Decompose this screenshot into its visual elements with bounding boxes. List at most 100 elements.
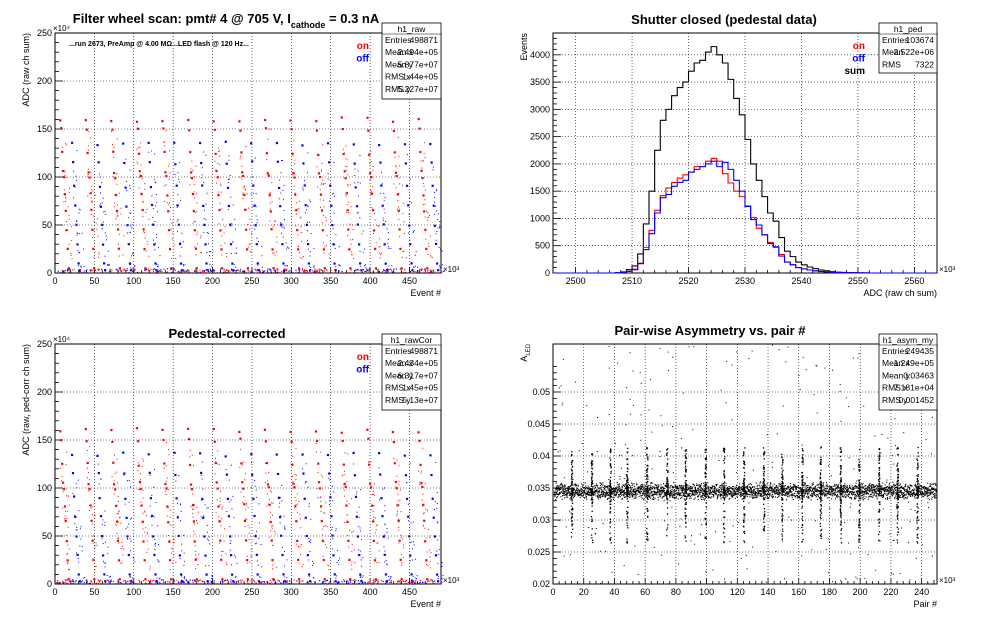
scatter-point xyxy=(702,489,704,491)
scatter-point xyxy=(644,494,646,496)
scatter-point xyxy=(725,482,727,484)
scatter-point-off xyxy=(353,463,355,465)
chart-annotation: ...run 2673, PreAmp @ 4.00 MΩ...LED flas… xyxy=(69,41,249,48)
scatter-point-off xyxy=(310,267,312,269)
scatter-point-on xyxy=(267,486,270,489)
scatter-point-on xyxy=(302,580,304,582)
x-tick-label: 0 xyxy=(52,276,57,286)
scatter-point xyxy=(610,488,612,490)
scatter-point-on xyxy=(93,268,96,271)
y-tick-label: 0.025 xyxy=(527,547,550,557)
scatter-point-off xyxy=(281,547,283,549)
scatter-point-off xyxy=(307,262,311,265)
scatter-point-on xyxy=(322,222,324,224)
scatter-point xyxy=(701,491,703,493)
scatter-point-on xyxy=(62,583,64,585)
scatter-point xyxy=(774,487,776,489)
scatter-point-off xyxy=(97,463,99,465)
scatter-point xyxy=(655,486,657,488)
scatter-point-on xyxy=(172,232,174,234)
scatter-point-off xyxy=(123,472,126,475)
scatter-point xyxy=(631,487,633,489)
scatter-point-on xyxy=(342,152,345,156)
scatter-point xyxy=(560,491,562,493)
scatter-point xyxy=(716,494,718,496)
scatter-point xyxy=(639,492,642,494)
scatter-point-on xyxy=(111,128,114,131)
scatter-point xyxy=(561,487,563,489)
scatter-point xyxy=(679,495,681,497)
scatter-point-on xyxy=(168,540,171,543)
scatter-point-on xyxy=(196,522,198,524)
scatter-point-off xyxy=(364,270,366,272)
scatter-point-off xyxy=(208,565,210,567)
scatter-point-on xyxy=(402,271,404,273)
scatter-point xyxy=(620,491,622,493)
scatter-point xyxy=(568,487,570,489)
scatter-point xyxy=(650,488,652,490)
scatter-point xyxy=(697,488,700,490)
scatter-point xyxy=(619,491,622,493)
scatter-point xyxy=(582,485,584,487)
scatter-point-on xyxy=(371,494,373,496)
scatter-point-off xyxy=(150,581,152,583)
scatter-point-off xyxy=(334,243,336,245)
scatter-point xyxy=(714,487,716,489)
scatter-point-on xyxy=(118,578,121,581)
scatter-point-off xyxy=(127,553,130,557)
scatter-point xyxy=(703,499,706,501)
scatter-point-off xyxy=(384,487,386,489)
scatter-point-on xyxy=(284,268,286,270)
scatter-point-off xyxy=(338,246,340,248)
scatter-point-off xyxy=(82,248,84,250)
scatter-point-off xyxy=(209,543,211,545)
scatter-point-on xyxy=(226,256,228,258)
scatter-point xyxy=(619,487,621,489)
scatter-point-on xyxy=(269,536,271,538)
scatter-point-on xyxy=(348,558,351,562)
stats-value: 1.44e+05 xyxy=(402,72,438,82)
scatter-point-on xyxy=(300,544,302,546)
scatter-point xyxy=(577,495,579,497)
scatter-point xyxy=(699,489,701,491)
scatter-point-on xyxy=(113,156,115,158)
scatter-point xyxy=(595,484,597,487)
y-axis-exponent: ×10⁴ xyxy=(53,24,71,33)
scatter-point-on xyxy=(117,559,121,562)
scatter-point-off xyxy=(301,453,304,456)
scatter-point-on xyxy=(225,252,227,254)
scatter-point-off xyxy=(230,540,232,542)
scatter-point xyxy=(767,490,770,492)
scatter-point xyxy=(615,492,618,494)
scatter-point xyxy=(634,489,636,491)
scatter-point-off xyxy=(232,204,234,206)
scatter-point-off xyxy=(286,582,288,584)
scatter-point-on xyxy=(217,505,220,508)
scatter-point-off xyxy=(182,581,185,583)
scatter-point xyxy=(717,495,719,497)
scatter-point-on xyxy=(118,511,120,513)
scatter-point xyxy=(757,488,759,490)
x-tick-label: 350 xyxy=(323,587,338,597)
scatter-point-off xyxy=(352,451,355,455)
y-axis-label-main: Events xyxy=(519,33,529,61)
scatter-point-on xyxy=(169,509,171,511)
scatter-point-off xyxy=(341,581,343,583)
scatter-point-off xyxy=(250,453,253,456)
scatter-point xyxy=(593,491,595,493)
scatter-point-off xyxy=(100,203,102,205)
scatter-point-off xyxy=(264,270,266,272)
scatter-point-on xyxy=(143,231,145,233)
scatter-point-on xyxy=(90,171,92,173)
scatter-point-on xyxy=(323,526,325,528)
scatter-point xyxy=(655,491,658,493)
scatter-point-on xyxy=(226,269,228,271)
scatter-point-off xyxy=(194,580,196,582)
scatter-point-on xyxy=(420,160,422,162)
scatter-point-on xyxy=(300,232,302,234)
scatter-point xyxy=(689,487,691,489)
scatter-point-off xyxy=(277,496,281,499)
scatter-point-off xyxy=(157,581,159,583)
scatter-point xyxy=(749,486,751,488)
scatter-point xyxy=(750,489,752,491)
